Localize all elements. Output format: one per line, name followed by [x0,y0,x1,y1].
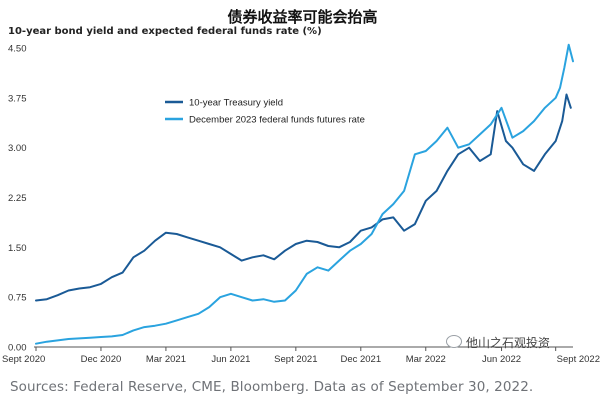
legend: 10-year Treasury yield December 2023 fede… [165,98,365,126]
x-tick-label: Mar 2021 [146,354,186,365]
legend-label: December 2023 federal funds futures rate [189,115,365,126]
x-tick-label: Sept 2020 [2,354,45,365]
y-tick-label: 3.75 [8,93,27,104]
y-tick-label: 3.00 [8,143,27,154]
y-tick-label: 1.50 [8,243,27,254]
series-line-1 [35,93,572,302]
x-tick-label: Dec 2021 [340,354,381,365]
y-tick-label: 2.25 [8,193,27,204]
series-group [35,43,574,345]
y-tick-label: 4.50 [8,44,27,55]
x-tick-label: Sept 2022 [557,354,600,365]
x-tick-label: Sept 2021 [274,354,317,365]
watermark: 他山之石观投资 [446,334,550,351]
x-tick-label: Mar 2022 [406,354,446,365]
watermark-text: 他山之石观投资 [466,336,551,350]
series-line-2 [35,43,574,345]
wechat-icon [446,335,462,348]
chart-title-cn: 债券收益率可能会抬高 [227,8,378,26]
x-tick-label: Dec 2020 [81,354,122,365]
y-tick-label: 0.00 [8,343,27,354]
source-note: Sources: Federal Reserve, CME, Bloomberg… [10,379,534,395]
legend-label: 10-year Treasury yield [189,98,283,109]
y-axis: 0.00 0.75 1.50 2.25 3.00 3.75 4.50 [8,44,27,354]
x-axis: Sept 2020 Dec 2020 Mar 2021 Jun 2021 Sept 20… [2,346,600,365]
x-tick-label: Jun 2022 [482,354,521,365]
y-tick-label: 0.75 [8,293,27,304]
chart-subtitle: 10-year bond yield and expected federal … [8,26,322,37]
x-tick-label: Jun 2021 [211,354,250,365]
